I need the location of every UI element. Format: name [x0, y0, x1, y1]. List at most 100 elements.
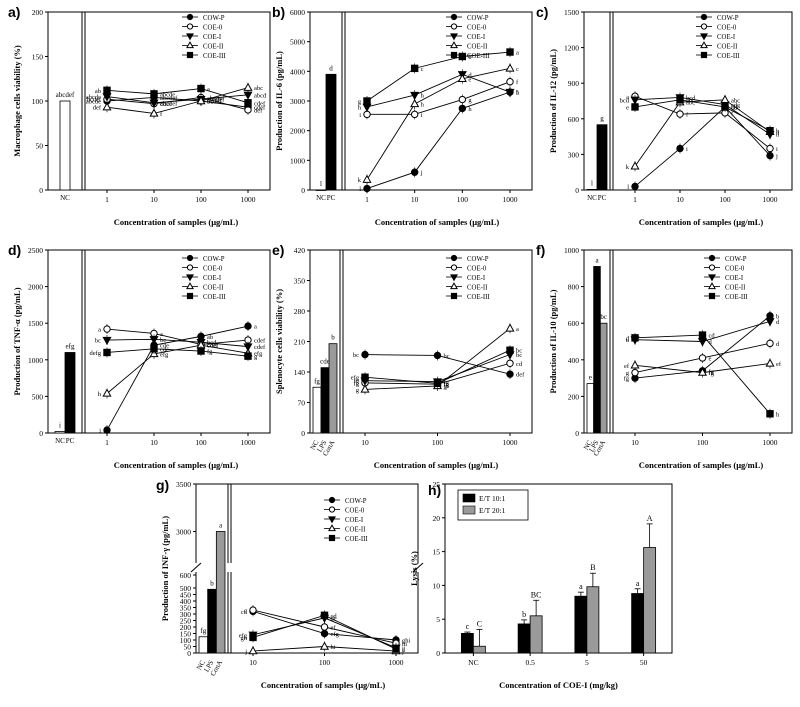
legend-label: COW-P: [725, 256, 747, 263]
panel-label: a): [8, 4, 20, 20]
y-tick-label: 500: [180, 584, 192, 593]
series-line: [634, 99, 771, 167]
sig-label: k: [626, 164, 630, 171]
sig-label: a: [207, 86, 210, 93]
chart-panel-2: b) 0 1000 2000 3000 4000 5000 6000 Production of…: [272, 4, 533, 227]
x-tick-label: 10: [249, 658, 257, 667]
data-point: [433, 379, 442, 388]
series-line: [366, 67, 511, 180]
sig-label: bc: [516, 352, 522, 359]
sig-label: bc: [95, 338, 101, 345]
y-axis-title: Production of IL-10 (pg/mL): [548, 289, 558, 393]
y-tick-label: 70: [298, 399, 306, 408]
data-point: [196, 95, 206, 105]
control-bar: [315, 189, 327, 191]
plot-frame: [444, 483, 673, 654]
data-point: [319, 641, 330, 650]
bar: [529, 615, 543, 654]
legend-marker: [186, 274, 194, 282]
series-line: [634, 99, 771, 132]
legend-label: COE-III: [345, 536, 368, 543]
data-point: [697, 367, 708, 376]
sig-label: h: [421, 101, 425, 108]
sig-label: cd: [331, 613, 338, 620]
legend-marker: [700, 51, 708, 59]
y-tick-label: 300: [180, 610, 192, 619]
sig-label: abcde: [160, 91, 175, 98]
data-point: [698, 331, 707, 339]
bar: [574, 595, 588, 654]
data-point: [631, 103, 639, 111]
sig-label: bcdef: [87, 97, 102, 104]
sig-label: h: [776, 129, 780, 136]
sig-label: a: [516, 50, 519, 57]
y-tick-label: 5000: [290, 38, 305, 47]
y-tick-label: 350: [294, 277, 306, 286]
data-point: [363, 184, 371, 193]
sig-label: cde: [160, 346, 169, 353]
sig-label: C: [477, 619, 482, 628]
sig-label: cdef: [207, 342, 219, 349]
y-axis-title: Production of IL-6 (pg/mL): [274, 51, 284, 151]
sig-label: abcde: [86, 99, 101, 106]
x-tick-label: 100: [432, 438, 444, 447]
data-point: [248, 646, 258, 655]
y-tick-label: 15: [433, 548, 441, 557]
sig-label: i: [686, 146, 688, 153]
data-point: [676, 144, 684, 153]
sig-label: g: [358, 99, 362, 106]
y-tick-label: 2000: [290, 127, 305, 136]
control-bar: [59, 100, 71, 191]
data-point: [150, 345, 158, 353]
legend-label: COE-III: [203, 53, 226, 60]
sig-label: f: [516, 90, 519, 97]
data-point: [676, 96, 684, 104]
sig-label: l: [591, 179, 593, 187]
sig-label: fg: [354, 380, 360, 387]
data-point: [458, 52, 467, 61]
y-tick-label: 3000: [176, 528, 191, 537]
x-tick-label: PC: [327, 194, 336, 202]
sig-label: bc: [516, 348, 522, 355]
data-point: [149, 336, 159, 345]
bar: [643, 547, 657, 654]
chart-panel-5: e) 0 70 140 210 280 350 420 Splenocyte cells via…: [272, 242, 533, 470]
series-line: [106, 344, 249, 394]
sig-label: bcd: [620, 97, 630, 104]
sig-label: g: [600, 115, 604, 123]
sig-label: f: [516, 79, 519, 86]
y-tick-label: 200: [32, 8, 44, 17]
legend-label: COE-II: [345, 526, 366, 533]
axis-break-mark: [190, 562, 202, 573]
legend-label: COE-III: [467, 53, 490, 60]
data-point: [765, 318, 775, 327]
sig-label: ef: [331, 625, 337, 632]
sig-label: de: [331, 615, 337, 622]
sig-label: d: [468, 72, 472, 79]
sig-label: abc: [731, 97, 740, 104]
y-tick-label: 50: [36, 142, 44, 151]
sig-label: cd: [516, 361, 523, 368]
legend-marker: [450, 41, 458, 49]
sig-label: h: [516, 90, 520, 97]
data-point: [363, 97, 371, 105]
data-point: [630, 96, 640, 105]
data-point: [244, 99, 252, 107]
sig-label: efg: [160, 351, 169, 358]
data-point: [631, 368, 639, 377]
x-tick-label: 1000: [241, 195, 256, 204]
y-tick-label: 2000: [28, 283, 43, 292]
sig-label: cdef: [254, 105, 266, 112]
sig-label: bc: [600, 313, 607, 321]
sig-label: h: [776, 132, 780, 139]
control-bar: [312, 386, 322, 434]
sig-label: ab: [95, 88, 101, 95]
legend-marker: [328, 496, 336, 504]
sig-label: i: [421, 112, 423, 119]
sig-label: g: [444, 383, 448, 390]
control-bar: [328, 343, 338, 434]
sig-label: e: [709, 355, 712, 362]
plot-frame: [47, 249, 271, 434]
sig-label: h: [98, 391, 102, 398]
